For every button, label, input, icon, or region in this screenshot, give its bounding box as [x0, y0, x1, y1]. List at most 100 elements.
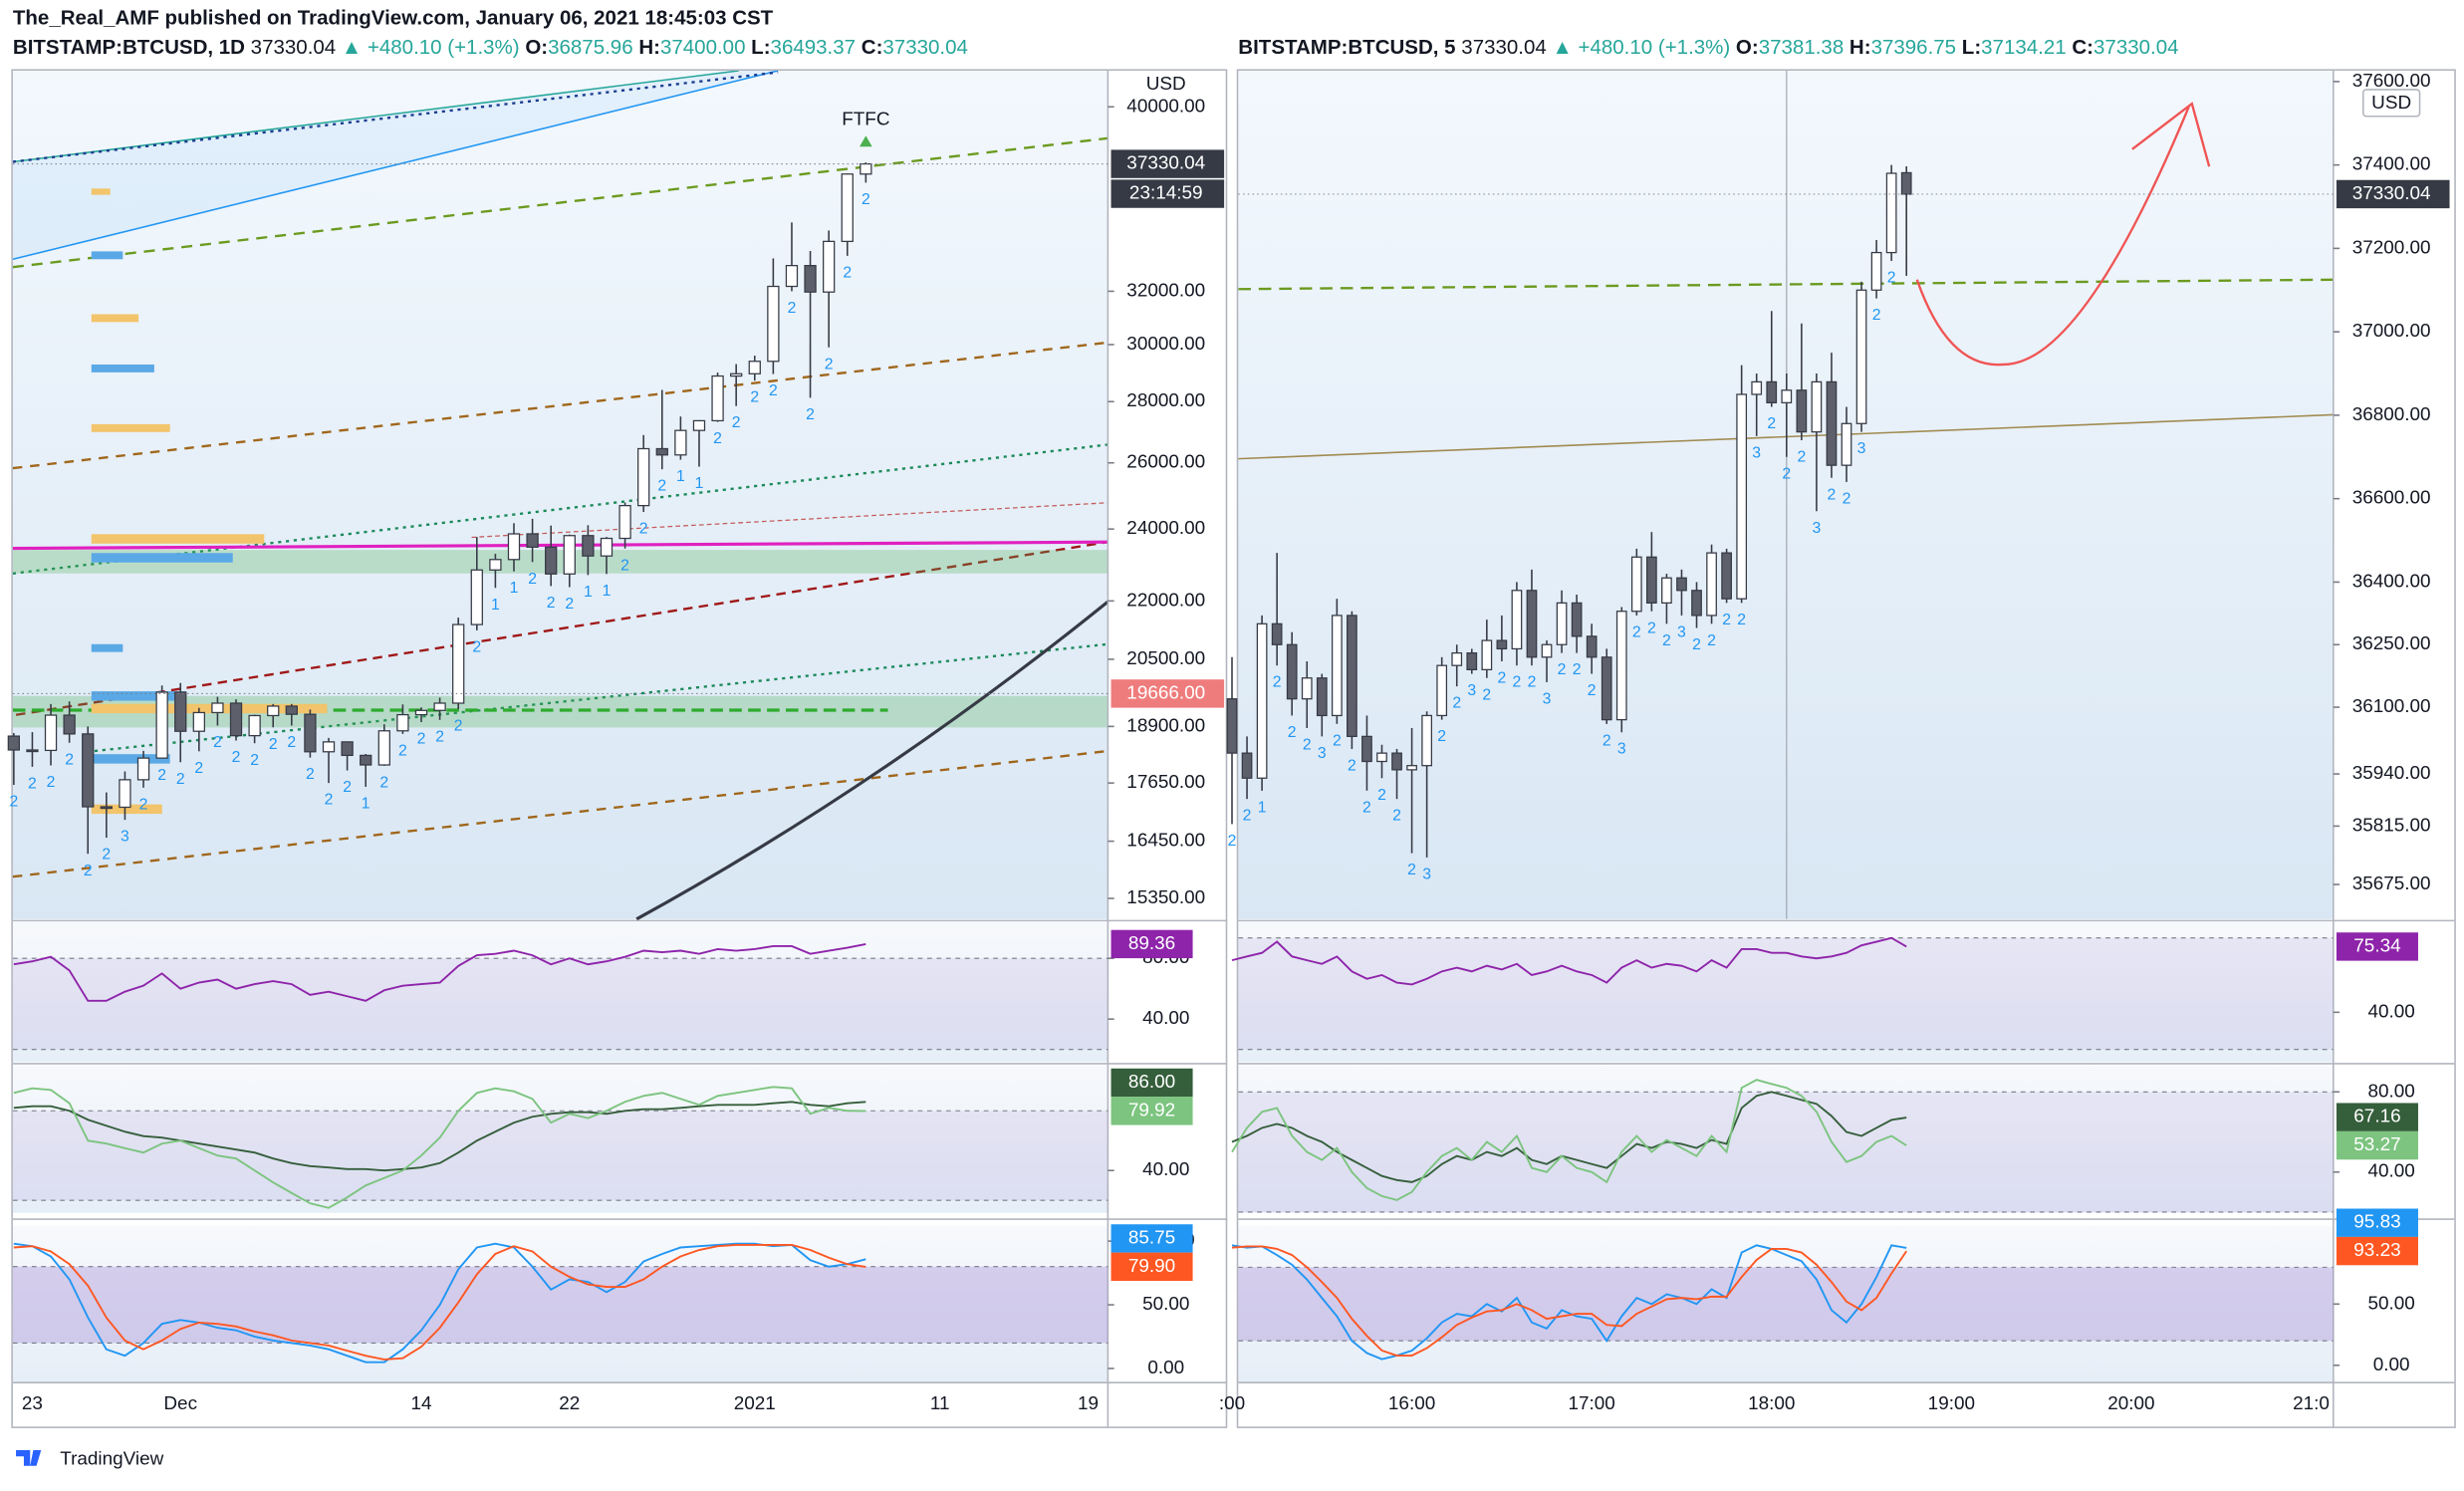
ohlc-value: 37381.38 — [1759, 36, 1845, 59]
strat-label: 3 — [1318, 745, 1327, 762]
strat-label: 2 — [343, 779, 352, 796]
candle-body — [655, 447, 668, 456]
strat-label: 2 — [806, 406, 815, 423]
strat-label: 2 — [565, 596, 574, 613]
pane-tick-label: 80.00 — [2368, 1081, 2415, 1102]
indicator-value-box — [2336, 1103, 2418, 1131]
footer: TradingView — [16, 1448, 164, 1469]
ohlc-key: H: — [638, 36, 660, 59]
candle-body — [1615, 611, 1627, 721]
strat-label: 3 — [1543, 690, 1552, 707]
price-tick-label: 22000.00 — [1126, 590, 1205, 611]
rsi-pane — [1238, 921, 2334, 1063]
price-label: 37330.04 — [1126, 153, 1205, 174]
trend-line — [12, 341, 1109, 470]
candle-body — [1361, 735, 1372, 763]
indicator-value: 86.00 — [1128, 1072, 1175, 1093]
strat-label: 2 — [639, 521, 648, 538]
profile-bar — [91, 804, 162, 815]
strat-label: 2 — [1767, 415, 1776, 432]
ohlc-key: O: — [525, 36, 548, 59]
ohlc-value: 37400.00 — [660, 36, 746, 59]
annotation-marker — [860, 135, 872, 147]
candle-body — [1586, 635, 1598, 658]
strat-label: 2 — [825, 356, 834, 373]
candle-body — [7, 735, 20, 751]
strat-label: 2 — [1407, 862, 1416, 878]
price-tick-label: 37600.00 — [2352, 71, 2431, 92]
strat-label: 2 — [84, 863, 93, 879]
time-tick-label: 19 — [1078, 1393, 1099, 1414]
candle-body — [1511, 590, 1523, 650]
candle-body — [1601, 656, 1612, 721]
strat-label: 2 — [1632, 623, 1641, 640]
annotation: FTFC — [842, 109, 889, 129]
candle-body — [377, 730, 390, 766]
price-label-box — [1110, 149, 1225, 178]
profile-bar — [91, 314, 139, 323]
time-tick-label: 23 — [22, 1393, 43, 1414]
strat-label: 2 — [250, 752, 259, 769]
price-tick-label: 18900.00 — [1126, 715, 1205, 736]
strat-label: 2 — [1513, 674, 1522, 691]
strat-label: 2 — [325, 792, 334, 809]
strat-label: 2 — [788, 300, 797, 317]
candle-body — [823, 240, 836, 293]
currency: USD — [2371, 93, 2411, 114]
candle-body — [414, 709, 428, 716]
indicator-value: 89.36 — [1128, 933, 1175, 954]
strat-label: 1 — [584, 584, 593, 601]
band-fill — [12, 958, 1109, 1050]
strat-label: 2 — [1707, 632, 1716, 649]
profile-bar — [91, 251, 123, 260]
horizontal-line — [12, 540, 1109, 551]
strat-label: 2 — [287, 734, 296, 751]
ohlc-value: 37396.75 — [1871, 36, 1957, 59]
band-fill — [1238, 1267, 2334, 1342]
candle-body — [1646, 556, 1657, 604]
symbol: BITSTAMP:BTCUSD, 5 — [1238, 36, 1455, 59]
strat-label: 2 — [28, 775, 37, 792]
price-tick-label: 40000.00 — [1126, 96, 1205, 117]
candle-body — [860, 162, 872, 175]
strat-label: 2 — [232, 749, 241, 766]
candle-body — [1556, 602, 1568, 645]
strat-label: 2 — [47, 774, 56, 791]
pane-tick-label: 40.00 — [1142, 1159, 1189, 1180]
indicator-line — [1231, 1091, 1907, 1183]
strat-label: 3 — [1467, 682, 1476, 699]
candle-body — [341, 741, 354, 757]
candle-body — [1481, 639, 1493, 671]
candle-body — [44, 714, 58, 752]
strat-label: 2 — [1303, 737, 1312, 754]
published-note: The_Real_AMF published on TradingView.co… — [13, 6, 774, 29]
strat-label: 2 — [1288, 724, 1297, 741]
strat-label: 2 — [1692, 636, 1701, 653]
candle-body — [1316, 677, 1328, 717]
strat-label: 2 — [769, 382, 778, 399]
trend-line — [12, 443, 1109, 575]
price-tick-label: 37200.00 — [2352, 237, 2431, 258]
price-tick-label: 32000.00 — [1126, 280, 1205, 301]
indicator-line — [13, 1244, 866, 1361]
candle-body — [26, 749, 39, 753]
candle-body — [1571, 602, 1583, 637]
strat-label: 3 — [1422, 866, 1431, 882]
indicator-value-box — [1110, 1068, 1193, 1098]
price-tick-label: 24000.00 — [1126, 518, 1205, 539]
main-pane — [1238, 70, 2334, 919]
logo — [16, 1449, 42, 1466]
candle-body — [1541, 643, 1553, 658]
time-tick-label: Dec — [163, 1393, 197, 1414]
candle-body — [1271, 622, 1283, 645]
candle-body — [360, 754, 372, 766]
candle-body — [155, 691, 168, 759]
price-tick-label: 37400.00 — [2352, 154, 2431, 175]
candle-body — [545, 546, 558, 575]
strat-label: 2 — [213, 734, 222, 751]
strat-label: 2 — [9, 794, 18, 811]
candle-body — [1691, 590, 1702, 617]
candle-body — [1721, 552, 1732, 600]
candle-body — [748, 361, 761, 374]
price-tick-label: 36400.00 — [2352, 571, 2431, 592]
